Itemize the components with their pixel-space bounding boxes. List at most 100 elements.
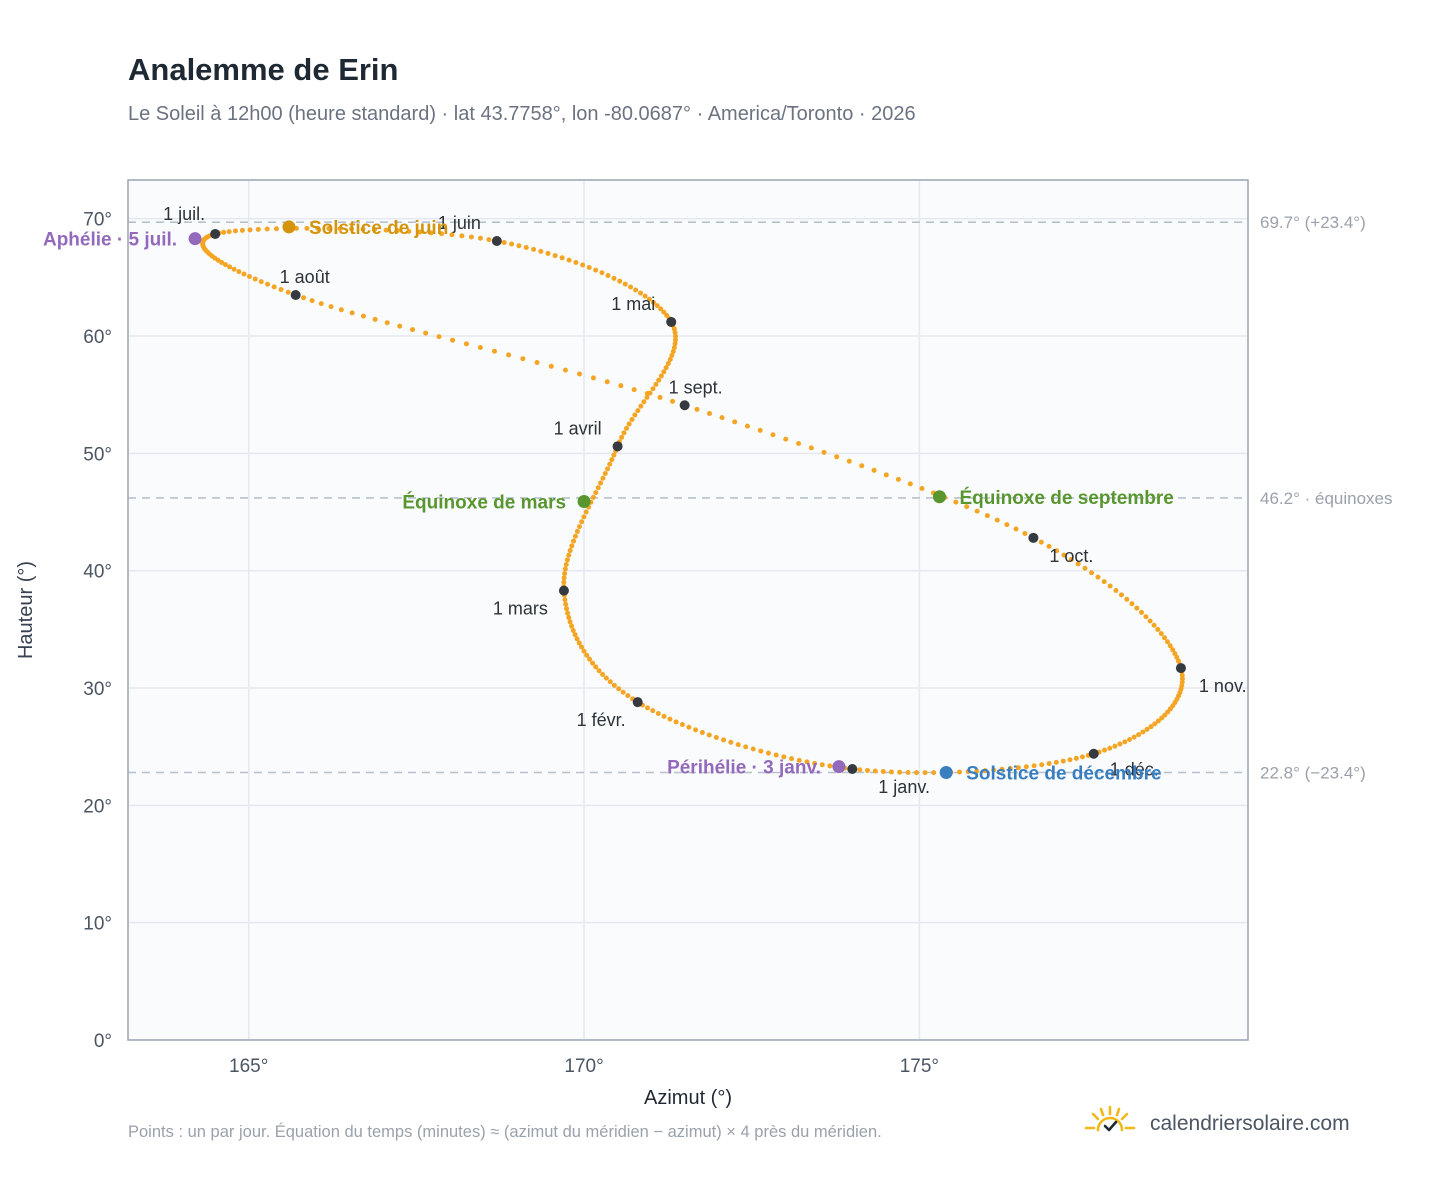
day-point: [486, 237, 492, 243]
day-point: [603, 675, 609, 681]
month-start-marker: [1028, 532, 1039, 543]
day-point: [463, 341, 469, 347]
day-point: [846, 458, 852, 464]
day-point: [672, 341, 678, 347]
day-point: [888, 769, 894, 775]
day-point: [974, 508, 980, 514]
day-point: [1127, 736, 1133, 742]
day-point: [1007, 766, 1013, 772]
x-tick-label: 170°: [564, 1056, 603, 1077]
day-point: [735, 742, 741, 748]
day-point: [872, 768, 878, 774]
day-point: [646, 296, 652, 302]
event-marker: [939, 765, 953, 779]
day-point: [965, 769, 971, 775]
day-point: [964, 504, 970, 510]
day-point: [1068, 556, 1074, 562]
day-point: [372, 316, 378, 322]
day-point: [1046, 761, 1052, 767]
day-point: [1107, 583, 1113, 589]
day-point: [562, 570, 568, 576]
month-start-label: 1 déc.: [1110, 760, 1159, 780]
day-point: [567, 548, 573, 554]
day-point: [611, 275, 617, 281]
day-point: [417, 229, 423, 235]
day-point: [922, 770, 928, 776]
day-point: [665, 361, 671, 367]
day-point: [572, 533, 578, 539]
chart-subtitle: Le Soleil à 12h00 (heure standard) · lat…: [128, 103, 916, 125]
day-point: [564, 606, 570, 612]
day-point: [1038, 539, 1044, 545]
month-start-marker: [847, 763, 858, 774]
day-point: [628, 284, 634, 290]
day-point: [587, 656, 593, 662]
month-start-marker: [1175, 663, 1186, 674]
day-point: [661, 369, 667, 375]
day-point: [590, 375, 596, 381]
day-point: [566, 552, 572, 558]
day-point: [618, 383, 624, 389]
day-point: [581, 648, 587, 654]
reference-line-label: 22.8° (−23.4°): [1260, 763, 1366, 782]
day-point: [984, 513, 990, 519]
day-point: [328, 304, 334, 310]
day-point: [1159, 715, 1165, 721]
day-point: [1136, 732, 1142, 738]
plot-frame: [127, 179, 1249, 1041]
day-point: [395, 228, 401, 234]
day-point: [834, 454, 840, 460]
day-point: [604, 379, 610, 385]
day-point: [577, 524, 583, 530]
day-point: [758, 748, 764, 754]
y-tick-label: 60°: [83, 327, 112, 348]
day-point: [566, 615, 572, 621]
day-point: [226, 229, 232, 235]
day-point: [301, 295, 307, 301]
y-tick-label: 40°: [83, 562, 112, 583]
event-marker: [188, 232, 202, 246]
day-point: [663, 365, 669, 371]
day-point: [565, 610, 571, 616]
day-point: [598, 480, 604, 486]
day-point: [572, 632, 578, 638]
day-point: [372, 227, 378, 233]
day-point: [236, 269, 242, 275]
month-start-marker: [679, 400, 690, 411]
day-point: [655, 711, 661, 717]
day-point: [583, 509, 589, 515]
day-point: [264, 226, 270, 232]
month-start-label: 1 févr.: [577, 710, 626, 730]
y-tick-label: 50°: [83, 444, 112, 465]
day-point: [450, 337, 456, 343]
day-point: [953, 499, 959, 505]
day-point: [600, 671, 606, 677]
day-point: [406, 228, 412, 234]
event-marker: [282, 220, 296, 234]
month-start-label: 1 nov.: [1199, 676, 1247, 696]
day-point: [635, 408, 641, 414]
day-point: [629, 416, 635, 422]
day-point: [821, 449, 827, 455]
day-point: [1015, 765, 1021, 771]
day-point: [633, 287, 639, 293]
day-point: [501, 239, 507, 245]
day-point: [644, 394, 650, 400]
month-start-label: 1 mai: [611, 294, 655, 314]
day-point: [285, 289, 291, 295]
day-point: [638, 403, 644, 409]
day-point: [567, 619, 573, 625]
day-point: [1164, 639, 1170, 645]
day-point: [227, 264, 233, 270]
day-point: [994, 517, 1000, 523]
day-point: [783, 436, 789, 442]
day-point: [1118, 592, 1124, 598]
day-point: [593, 664, 599, 670]
day-point: [1158, 631, 1164, 637]
day-point: [719, 415, 725, 421]
day-point: [423, 330, 429, 336]
day-point: [562, 367, 568, 373]
day-point: [679, 722, 685, 728]
brand[interactable]: calendriersolaire.com: [1082, 1104, 1350, 1143]
